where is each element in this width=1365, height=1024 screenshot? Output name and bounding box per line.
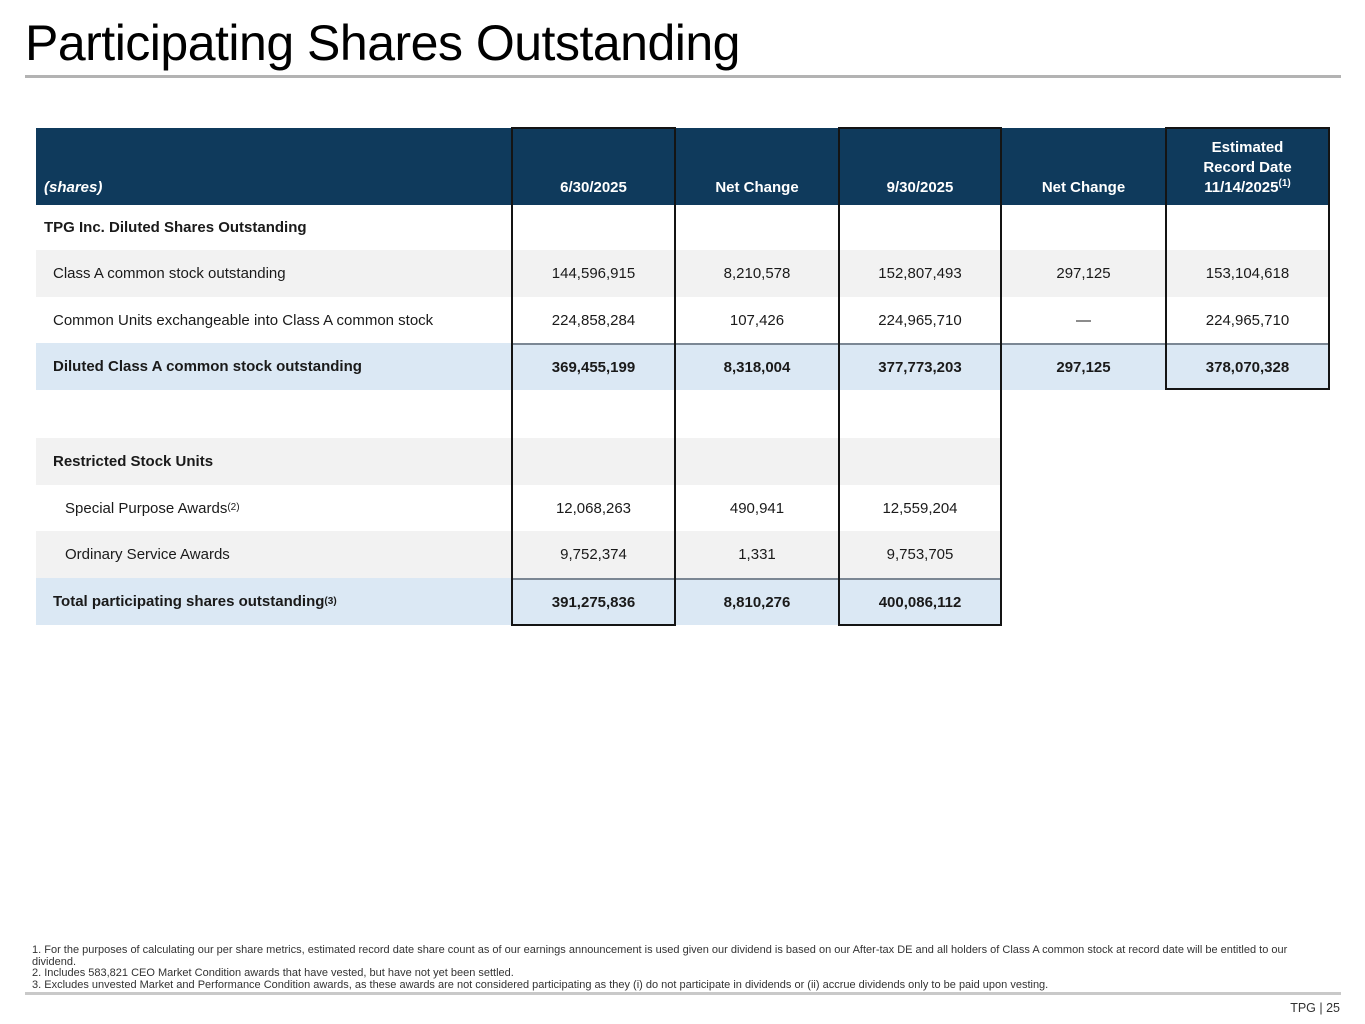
footnote-3: 3. Excludes unvested Market and Performa…: [32, 978, 1049, 991]
col-header-net-change-2: Net Change: [1041, 179, 1126, 196]
table-row-total-participating: Total participating shares outstanding (3…: [36, 578, 1330, 625]
table-spacer-row: [36, 390, 1330, 438]
footnote-2: 2. Includes 583,821 CEO Market Condition…: [32, 967, 514, 980]
table-row-common-units: Common Units exchangeable into Class A c…: [36, 297, 1330, 343]
table-row-special-purpose: Special Purpose Awards (2) 12,068,263 490…: [36, 485, 1330, 531]
table-row-section-rsu: Restricted Stock Units: [36, 438, 1330, 485]
table-row-diluted-total: Diluted Class A common stock outstanding…: [36, 343, 1330, 390]
col-header-6-30-2025: 6/30/2025: [560, 179, 627, 196]
page-number: TPG | 25: [1290, 1001, 1340, 1015]
table-header-row: (shares) 6/30/2025 Net Change 9/30/2025 …: [36, 128, 1330, 205]
shares-table: (shares) 6/30/2025 Net Change 9/30/2025 …: [36, 127, 1330, 626]
table-row-class-a: Class A common stock outstanding 144,596…: [36, 250, 1330, 297]
col-header-9-30-2025: 9/30/2025: [886, 179, 954, 196]
col-header-estimated-record-date: Estimated Record Date 11/14/2025(1): [1203, 139, 1292, 196]
col-header-net-change-1: Net Change: [715, 179, 799, 196]
table-row-section-tpg-diluted: TPG Inc. Diluted Shares Outstanding: [36, 205, 1330, 250]
title-divider: [25, 75, 1341, 78]
footer-divider: [25, 992, 1341, 995]
footnote-1: 1. For the purposes of calculating our p…: [32, 944, 1288, 968]
col-header-shares: (shares): [44, 179, 103, 196]
footnotes: 1. For the purposes of calculating our p…: [32, 944, 1334, 991]
page-title: Participating Shares Outstanding: [25, 15, 740, 71]
table-row-ordinary-service: Ordinary Service Awards 9,752,374 1,331 …: [36, 531, 1330, 578]
